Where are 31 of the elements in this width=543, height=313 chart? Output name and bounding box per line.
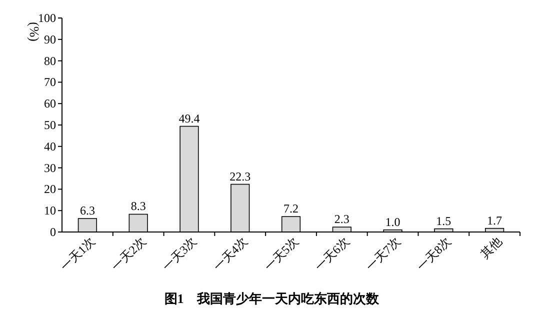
y-tick-label: 90 xyxy=(44,32,56,46)
y-tick-label: 20 xyxy=(44,182,56,196)
x-tick-label: 一天1次 xyxy=(58,234,98,274)
y-tick-label: 70 xyxy=(44,75,56,90)
x-tick-label: 一天6次 xyxy=(312,234,352,274)
y-tick-label: 40 xyxy=(44,139,56,154)
y-axis-title: (%) xyxy=(27,22,42,42)
text: 图1 我国青少年一天内吃东西的次数 xyxy=(164,291,380,306)
x-tick-label: 其他 xyxy=(478,234,505,262)
data-label: 2.3 xyxy=(334,212,350,226)
x-tick-label: 一天5次 xyxy=(262,234,302,274)
x-tick-label: 一天2次 xyxy=(108,234,148,274)
y-tick-label: 0 xyxy=(50,225,56,239)
data-label: 1.5 xyxy=(436,214,452,228)
y-tick-label: 50 xyxy=(44,118,56,132)
x-tick-label: 一天7次 xyxy=(363,234,403,274)
y-tick-label: 30 xyxy=(44,160,56,175)
y-tick-label: 100 xyxy=(38,11,56,25)
y-tick-label: 60 xyxy=(44,96,56,111)
x-tick-label: 一天8次 xyxy=(414,234,454,274)
data-label: 6.3 xyxy=(80,204,95,218)
data-label: 22.3 xyxy=(230,169,251,184)
data-label: 1.7 xyxy=(487,213,502,228)
data-label: 1.0 xyxy=(385,214,400,229)
x-tick-label: 一天3次 xyxy=(160,234,200,274)
data-label: 7.2 xyxy=(284,202,298,216)
data-label: 49.4 xyxy=(178,111,200,126)
y-tick-label: 10 xyxy=(44,204,56,218)
y-tick-label: 80 xyxy=(44,54,56,68)
x-tick-label: 一天4次 xyxy=(210,234,250,274)
data-label: 8.3 xyxy=(130,199,146,214)
